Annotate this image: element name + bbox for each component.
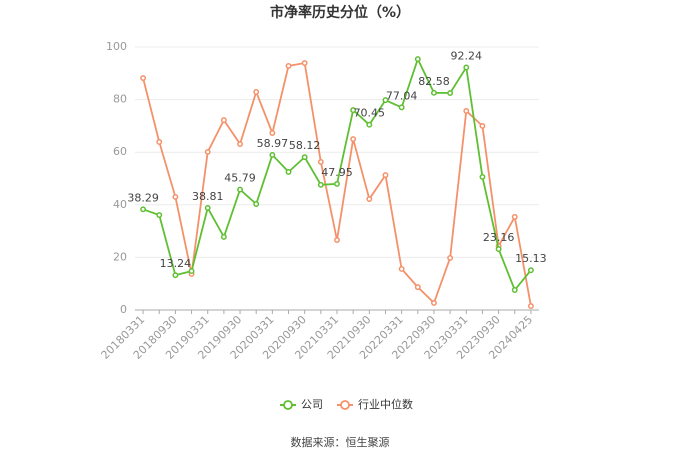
data-label: 38.81 [192, 190, 224, 203]
data-point [414, 56, 421, 63]
data-point [140, 75, 147, 81]
data-point [398, 266, 405, 272]
data-point [172, 193, 179, 200]
data-point [527, 303, 534, 310]
data-point [269, 151, 276, 158]
data-point [204, 204, 211, 211]
data-point [285, 168, 292, 175]
data-point [495, 246, 502, 253]
data-point [253, 89, 260, 95]
legend-label: 行业中位数 [358, 397, 413, 411]
data-point [301, 154, 308, 161]
data-label: 77.04 [386, 89, 418, 102]
data-label: 45.79 [224, 172, 256, 185]
legend-marker [340, 400, 350, 410]
data-point [172, 272, 179, 279]
data-label: 15.13 [515, 252, 547, 265]
data-point [188, 268, 195, 275]
data-point [447, 90, 454, 96]
data-point [382, 172, 389, 179]
data-point [334, 237, 340, 243]
y-tick-label: 100 [106, 40, 127, 53]
legend-label: 公司 [301, 398, 323, 411]
data-point [479, 173, 486, 180]
data-point [220, 233, 227, 240]
data-label: 70.45 [354, 107, 386, 120]
data-label: 92.24 [451, 49, 483, 62]
data-point [220, 117, 227, 124]
data-label: 58.97 [257, 137, 289, 150]
legend-marker [283, 400, 293, 410]
data-point [317, 181, 324, 188]
data-point [269, 130, 276, 136]
data-point [334, 180, 340, 187]
data-point [414, 284, 421, 291]
y-tick-label: 20 [113, 250, 127, 263]
data-point [382, 97, 389, 104]
chart-title: 市净率历史分位（%） [270, 4, 410, 21]
data-point [431, 299, 437, 306]
data-point [431, 89, 437, 96]
data-point [350, 136, 357, 143]
data-label: 58.12 [289, 139, 321, 152]
data-point [511, 287, 518, 293]
data-point [156, 212, 163, 219]
y-tick-label: 80 [113, 93, 127, 106]
data-point [301, 60, 308, 66]
source-note: 数据来源：恒生聚源 [291, 435, 390, 449]
data-point [447, 254, 454, 261]
data-point [527, 267, 534, 274]
data-label: 13.24 [160, 257, 192, 270]
data-point [350, 107, 357, 114]
data-label: 47.95 [321, 166, 353, 179]
data-point [253, 201, 260, 207]
y-tick-label: 60 [113, 145, 127, 158]
data-point [237, 186, 243, 193]
y-tick-label: 0 [120, 303, 127, 316]
data-point [479, 122, 486, 129]
data-label: 23.16 [483, 231, 515, 244]
data-point [463, 107, 470, 114]
data-point [156, 138, 163, 145]
data-point [140, 206, 147, 213]
data-point [237, 141, 243, 147]
data-point [366, 196, 373, 202]
data-label: 38.29 [127, 191, 159, 204]
data-point [285, 62, 292, 69]
data-point [204, 148, 211, 155]
data-point [366, 121, 373, 128]
y-tick-label: 40 [113, 198, 127, 211]
data-point [398, 104, 405, 111]
data-point [317, 158, 324, 165]
data-label: 82.58 [418, 75, 450, 88]
data-point [463, 64, 470, 71]
data-point [511, 213, 518, 220]
